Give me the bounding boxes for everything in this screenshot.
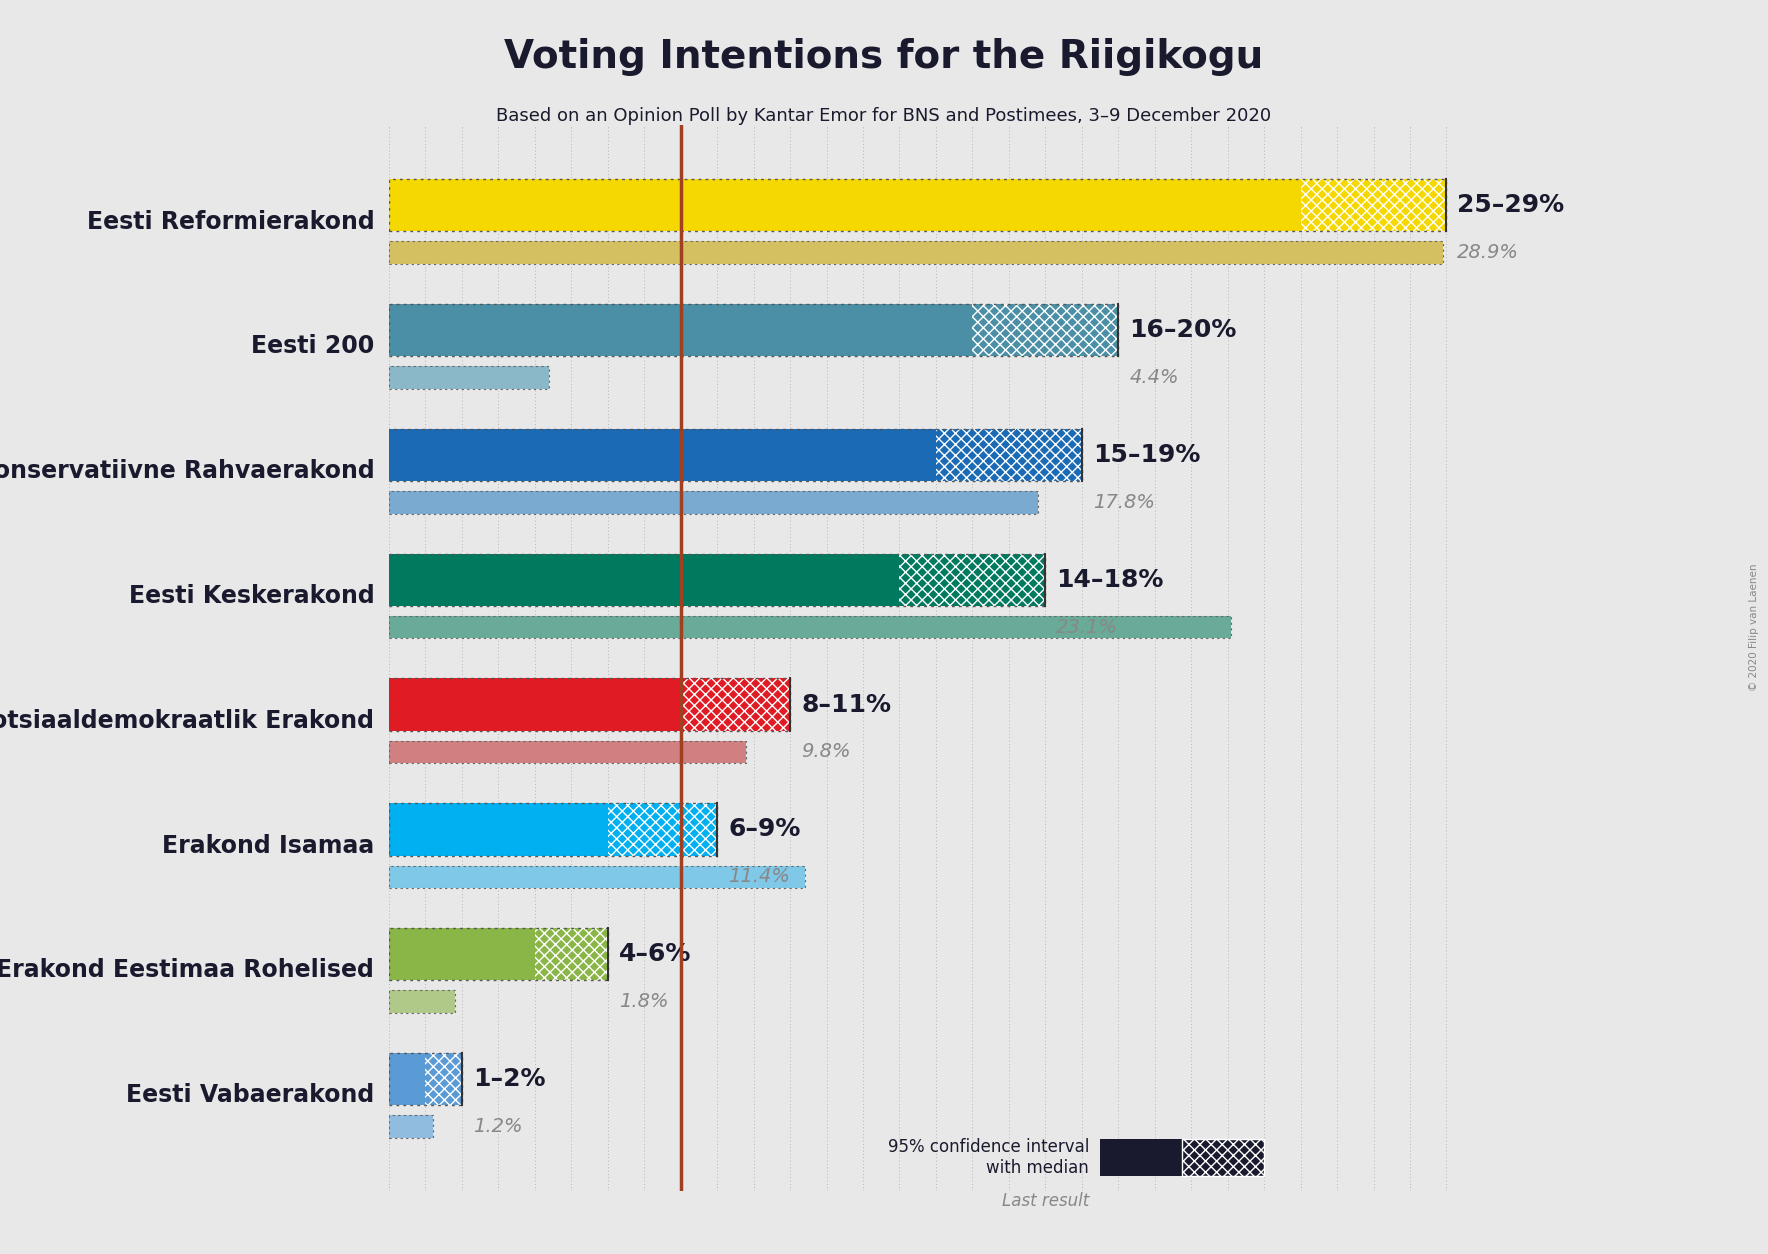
Bar (389, 803, 718, 855)
Text: 17.8%: 17.8% (1093, 493, 1155, 512)
Bar (389, 991, 454, 1013)
Text: 4.4%: 4.4% (1130, 367, 1179, 387)
Bar (389, 803, 608, 855)
Bar (389, 179, 1446, 232)
Text: Last result: Last result (1002, 1193, 1089, 1210)
Bar (608, 803, 718, 855)
Text: 6–9%: 6–9% (728, 818, 801, 841)
Text: 1–2%: 1–2% (472, 1067, 545, 1091)
Text: 23.1%: 23.1% (1055, 618, 1117, 637)
Bar (1100, 1191, 1264, 1210)
Bar (389, 865, 804, 888)
Text: © 2020 Filip van Laenen: © 2020 Filip van Laenen (1749, 563, 1759, 691)
Bar (389, 179, 1301, 232)
Text: 11.4%: 11.4% (728, 868, 790, 887)
Text: 8–11%: 8–11% (801, 692, 891, 716)
Bar (389, 1053, 461, 1105)
Bar (389, 1115, 433, 1137)
Bar (389, 928, 608, 981)
Bar (1183, 1139, 1264, 1176)
Bar (389, 991, 454, 1013)
Bar (426, 1053, 461, 1105)
Bar (972, 303, 1117, 356)
Text: 1.8%: 1.8% (619, 992, 668, 1011)
Text: Eesti Konservatiivne Rahvaerakond: Eesti Konservatiivne Rahvaerakond (0, 459, 375, 483)
Bar (389, 303, 972, 356)
Bar (389, 741, 746, 764)
Text: 28.9%: 28.9% (1457, 243, 1519, 262)
Text: 16–20%: 16–20% (1130, 319, 1236, 342)
Bar (389, 678, 790, 731)
Text: Eesti Keskerakond: Eesti Keskerakond (129, 584, 375, 608)
Bar (389, 741, 746, 764)
Bar (389, 616, 1231, 638)
Bar (389, 429, 1082, 482)
Text: Erakond Eestimaa Rohelised: Erakond Eestimaa Rohelised (0, 958, 375, 982)
Bar (389, 553, 900, 606)
Bar (389, 678, 681, 731)
Bar (1301, 179, 1446, 232)
Bar (389, 616, 1231, 638)
Bar (389, 928, 534, 981)
Text: Eesti Reformierakond: Eesti Reformierakond (87, 209, 375, 233)
Bar (900, 553, 1045, 606)
Text: 14–18%: 14–18% (1055, 568, 1163, 592)
Text: Voting Intentions for the Riigikogu: Voting Intentions for the Riigikogu (504, 38, 1264, 75)
Bar (681, 678, 790, 731)
Bar (389, 366, 550, 389)
Text: 4–6%: 4–6% (619, 942, 691, 966)
Bar (389, 242, 1443, 263)
Bar (389, 242, 1443, 263)
Bar (935, 429, 1082, 482)
Bar (389, 303, 1119, 356)
Text: Eesti 200: Eesti 200 (251, 335, 375, 359)
Text: 9.8%: 9.8% (801, 742, 850, 761)
Text: 1.2%: 1.2% (472, 1117, 522, 1136)
Bar (389, 865, 804, 888)
Bar (1100, 1139, 1183, 1176)
Text: Eesti Vabaerakond: Eesti Vabaerakond (126, 1083, 375, 1107)
Text: Based on an Opinion Poll by Kantar Emor for BNS and Postimees, 3–9 December 2020: Based on an Opinion Poll by Kantar Emor … (497, 107, 1271, 124)
Text: 95% confidence interval
with median: 95% confidence interval with median (888, 1139, 1089, 1178)
Text: Sotsiaaldemokraatlik Erakond: Sotsiaaldemokraatlik Erakond (0, 709, 375, 732)
Text: Erakond Isamaa: Erakond Isamaa (163, 834, 375, 858)
Bar (389, 492, 1038, 514)
Bar (389, 492, 1038, 514)
Bar (389, 366, 550, 389)
Text: 15–19%: 15–19% (1093, 443, 1200, 466)
Bar (389, 553, 1045, 606)
Text: 25–29%: 25–29% (1457, 193, 1565, 217)
Bar (389, 1115, 433, 1137)
Bar (389, 429, 935, 482)
Bar (389, 1053, 426, 1105)
Bar (534, 928, 608, 981)
